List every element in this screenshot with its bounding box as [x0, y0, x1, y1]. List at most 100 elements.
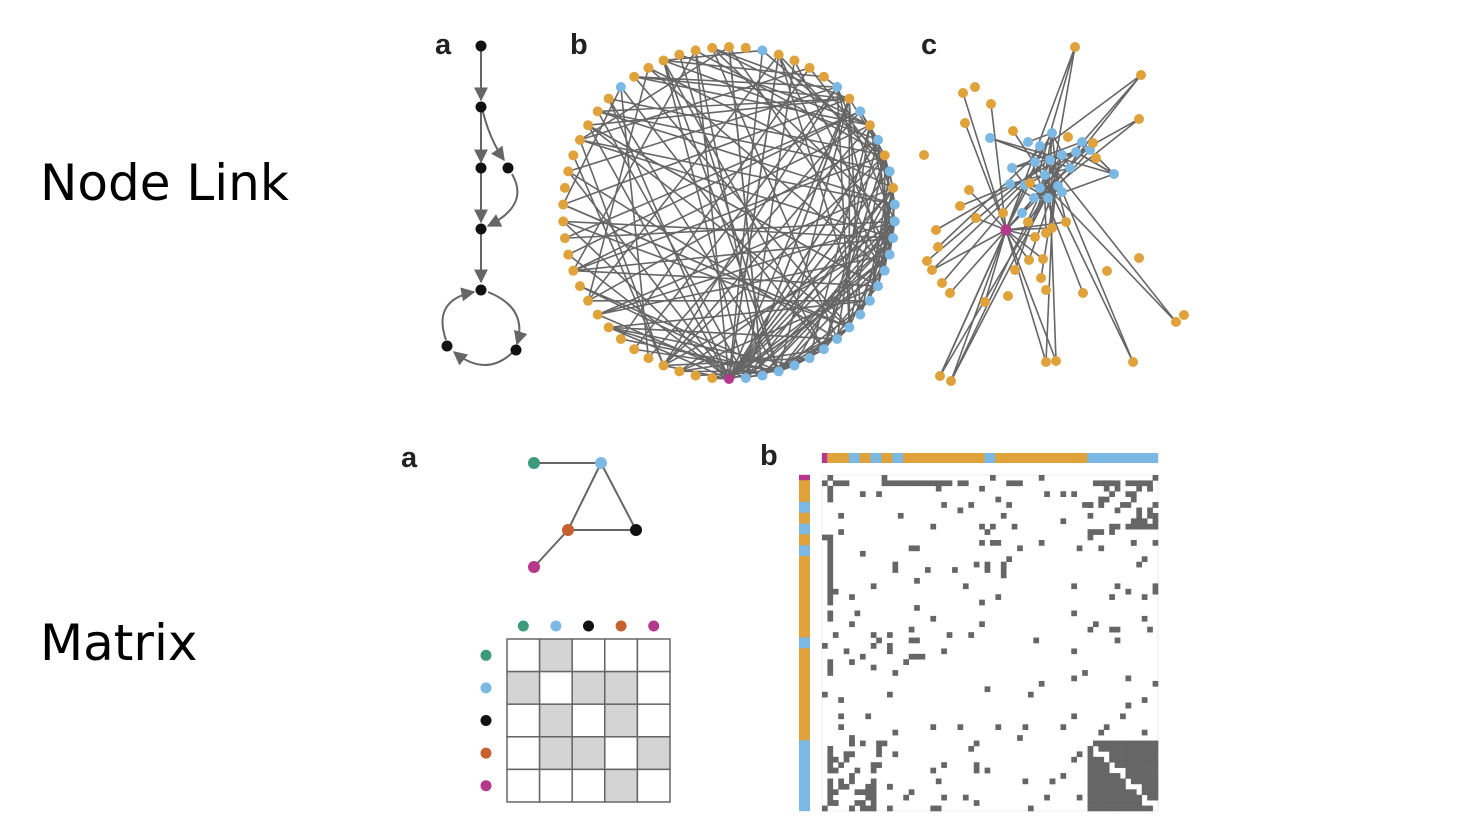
adjacency-cell [1092, 794, 1099, 801]
adjacency-cell [822, 643, 828, 649]
node-color-bar-segment [799, 621, 810, 627]
network-node [832, 82, 843, 93]
network-node [615, 333, 626, 344]
network-edge [679, 348, 824, 373]
adjacency-cell [832, 800, 839, 806]
network-node [946, 376, 956, 386]
adjacency-cell [1125, 789, 1132, 796]
adjacency-cell [1136, 762, 1143, 768]
node-color-bar-segment [1114, 453, 1121, 463]
network-edge [579, 139, 894, 239]
rust-column-marker [615, 620, 627, 632]
adjacency-cell [1092, 767, 1099, 774]
node-color-bar-segment [995, 453, 1002, 463]
node-color-bar-segment [1119, 453, 1126, 463]
adjacency-cell [1098, 783, 1105, 790]
network-edge [608, 326, 838, 340]
green-row-marker [480, 649, 492, 661]
adjacency-cell [1098, 502, 1105, 508]
adjacency-cell [1130, 756, 1137, 763]
adjacency-cell [941, 762, 947, 768]
adjacency-cell [914, 545, 920, 552]
network-edge [567, 110, 861, 256]
node-color-bar-segment [875, 453, 882, 463]
adjacency-cell [1130, 767, 1137, 774]
adjacency-cell [1092, 789, 1099, 796]
adjacency-cell [843, 783, 850, 790]
adjacency-cell [827, 540, 834, 546]
adjacency-cell [822, 691, 828, 698]
adjacency-cell [859, 805, 866, 812]
adjacency-cell [1076, 545, 1083, 552]
edge [441, 287, 476, 341]
network-edge [678, 220, 896, 373]
adjacency-cell [1120, 794, 1126, 801]
adjacency-cell [1109, 751, 1115, 758]
matrix-cell [636, 736, 671, 771]
adjacency-cell [1109, 594, 1115, 600]
adjacency-cell [827, 594, 834, 600]
adjacency-cell [1087, 789, 1094, 796]
adjacency-cell [973, 740, 980, 747]
small-graph-edge [600, 462, 637, 531]
node-color-bar-segment [799, 799, 810, 806]
network-node [879, 265, 890, 276]
network-node [574, 281, 585, 292]
blue-column-marker [550, 620, 562, 632]
adjacency-cell [892, 480, 899, 487]
adjacency-cell [1017, 545, 1023, 552]
network-edge [1005, 46, 1076, 231]
adjacency-cell [979, 621, 985, 628]
adjacency-cell [1092, 778, 1099, 785]
network-node [643, 353, 654, 364]
node-color-bar-segment [1098, 453, 1105, 463]
adjacency-cell [1141, 762, 1148, 768]
network-node [1041, 357, 1051, 367]
matrix-cell [571, 736, 606, 771]
adjacency-cell [1136, 561, 1143, 568]
network-node [832, 333, 843, 344]
network-node [1091, 153, 1101, 163]
node-color-bar-segment [908, 453, 915, 463]
adjacency-cell [930, 523, 937, 530]
adjacency-cell [1141, 740, 1148, 747]
network-node [1038, 254, 1048, 264]
adjacency-cell [1087, 745, 1094, 752]
adjacency-cell [1152, 475, 1159, 481]
adjacency-cell [908, 545, 915, 552]
network-edge [777, 98, 851, 372]
adjacency-cell [1087, 529, 1094, 535]
node-color-bar-segment [799, 480, 810, 487]
adjacency-cell [1152, 680, 1159, 687]
adjacency-cell [827, 789, 834, 796]
adjacency-cell [1017, 480, 1023, 487]
adjacency-cell [1071, 648, 1078, 655]
adjacency-cell [1060, 724, 1067, 731]
adjacency-cell [827, 610, 834, 617]
adjacency-cell [1141, 767, 1148, 774]
adjacency-cell [849, 740, 855, 747]
adjacency-cell [897, 480, 904, 487]
network-edge [662, 86, 838, 366]
network-edge [777, 54, 886, 272]
adjacency-cell [1000, 572, 1007, 579]
adjacency-cell [990, 523, 996, 530]
network-node [1003, 291, 1013, 301]
node-color-bar-segment [881, 453, 888, 463]
adjacency-cell [1147, 794, 1153, 801]
black-node [630, 524, 642, 536]
network-edge [823, 155, 886, 350]
adjacency-cell [919, 480, 926, 487]
network-edge [728, 54, 780, 380]
matrix-cell [604, 638, 639, 673]
adjacency-cell [827, 485, 834, 492]
adjacency-cell [822, 480, 828, 487]
node-color-bar-segment [848, 453, 855, 463]
adjacency-cell [935, 485, 942, 492]
adjacency-cell [1087, 794, 1094, 801]
adjacency-cell [870, 789, 877, 796]
small-adjacency-matrix [480, 620, 671, 803]
node-color-bar-segment [799, 789, 810, 795]
adjacency-cell [1103, 773, 1110, 779]
adjacency-cell [1147, 523, 1153, 530]
